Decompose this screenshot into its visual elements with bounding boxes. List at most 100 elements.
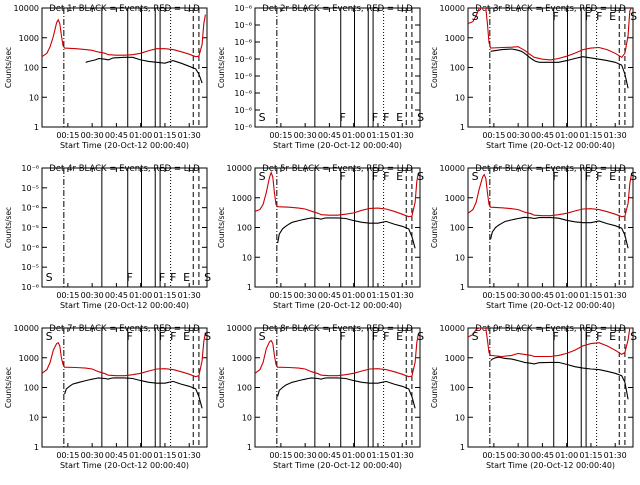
y-tick-label: 1	[247, 283, 252, 292]
x-tick-label: 00:45	[105, 451, 128, 460]
lld-series-line	[254, 333, 419, 378]
flag-label: S	[417, 111, 424, 124]
y-tick-label: 10⁻⁶	[21, 164, 39, 173]
x-tick-label: 01:30	[604, 451, 627, 460]
x-axis-label: Start Time (20-Oct-12 00:00:40)	[273, 141, 402, 150]
flag-label: S	[630, 170, 637, 183]
y-axis-label: Counts/sec	[217, 47, 226, 88]
x-tick-label: 00:45	[531, 291, 554, 300]
events-series-line	[64, 377, 203, 409]
x-tick-label: 01:00	[342, 451, 365, 460]
flag-label: S	[630, 330, 637, 343]
y-tick-label: 10	[242, 253, 252, 262]
y-tick-label: 10	[455, 413, 465, 422]
x-tick-label: 01:30	[178, 131, 201, 140]
x-tick-label: 00:45	[318, 131, 341, 140]
plot-frame	[254, 327, 421, 448]
y-tick-label: 10	[242, 413, 252, 422]
y-tick-label: 10	[455, 253, 465, 262]
x-tick-label: 01:00	[342, 131, 365, 140]
flag-label: E	[609, 10, 616, 23]
y-tick-label: 10⁻⁶	[21, 283, 39, 292]
y-tick-label: 1000	[232, 194, 252, 203]
y-tick-label: 10⁻⁶	[234, 123, 252, 132]
flag-label: S	[259, 170, 266, 183]
plot-frame	[41, 167, 208, 288]
x-tick-label: 00:30	[507, 131, 530, 140]
x-tick-label: 01:15	[153, 451, 176, 460]
plot-frame	[467, 7, 634, 128]
x-tick-label: 01:30	[391, 451, 414, 460]
lld-series-line	[254, 170, 419, 218]
flag-label: F	[127, 271, 133, 284]
y-tick-label: 1000	[445, 194, 465, 203]
y-tick-label: 10	[29, 93, 39, 102]
panel-title: Det 7r BLACK = Events, RED = LLD	[49, 324, 200, 334]
panel-title: Det 8r BLACK = Events, RED = LLD	[262, 324, 413, 334]
x-tick-label: 00:30	[81, 451, 104, 460]
x-tick-label: 00:30	[294, 291, 317, 300]
flag-label: F	[383, 111, 389, 124]
x-tick-label: 01:15	[579, 291, 602, 300]
y-tick-label: 1000	[232, 354, 252, 363]
x-tick-label: 00:15	[482, 131, 505, 140]
y-tick-label: 100	[24, 384, 39, 393]
y-tick-label: 10000	[14, 324, 39, 333]
x-tick-label: 01:15	[366, 451, 389, 460]
x-axis-label: Start Time (20-Oct-12 00:00:40)	[273, 461, 402, 470]
events-series-line	[277, 377, 416, 409]
events-series-line	[490, 356, 629, 400]
y-tick-label: 100	[237, 224, 252, 233]
flag-label: F	[372, 111, 378, 124]
x-tick-label: 01:30	[604, 131, 627, 140]
flag-label: S	[472, 10, 479, 23]
flag-label: F	[585, 170, 591, 183]
flag-label: F	[383, 170, 389, 183]
lld-series-line	[41, 332, 206, 378]
x-tick-label: 01:30	[391, 291, 414, 300]
y-axis-label: Counts/sec	[217, 207, 226, 248]
panel-title: Det 5r BLACK = Events, RED = LLD	[262, 164, 413, 174]
flag-label: S	[204, 271, 211, 284]
plot-frame	[254, 167, 421, 288]
flag-label: F	[585, 10, 591, 23]
flag-label: S	[46, 271, 53, 284]
x-tick-label: 00:15	[482, 291, 505, 300]
flag-label: F	[553, 170, 559, 183]
events-series-line	[490, 48, 629, 89]
flag-label: S	[417, 170, 424, 183]
events-series-line	[490, 216, 629, 249]
x-tick-label: 01:30	[178, 291, 201, 300]
x-tick-label: 01:15	[153, 291, 176, 300]
y-axis-label: Counts/sec	[4, 47, 13, 88]
x-tick-label: 00:30	[81, 291, 104, 300]
y-tick-label: 10000	[227, 164, 252, 173]
plot-frame	[41, 327, 208, 448]
x-tick-label: 00:30	[294, 131, 317, 140]
y-axis-label: Counts/sec	[430, 207, 439, 248]
lld-series-line	[467, 7, 632, 61]
y-tick-label: 1	[460, 283, 465, 292]
lld-series-line	[467, 327, 632, 358]
y-tick-label: 10000	[440, 324, 465, 333]
flag-label: S	[46, 330, 53, 343]
x-tick-label: 01:15	[579, 451, 602, 460]
flag-label: S	[417, 330, 424, 343]
flag-label: S	[204, 330, 211, 343]
x-axis-label: Start Time (20-Oct-12 00:00:40)	[60, 141, 189, 150]
y-tick-label: 1000	[445, 354, 465, 363]
y-axis-label: Counts/sec	[4, 367, 13, 408]
panel-title: Det 1r BLACK = Events, RED = LLD	[49, 4, 200, 14]
flag-label: F	[127, 330, 133, 343]
x-tick-label: 01:00	[129, 291, 152, 300]
x-tick-label: 01:15	[366, 291, 389, 300]
y-tick-label: 100	[24, 64, 39, 73]
